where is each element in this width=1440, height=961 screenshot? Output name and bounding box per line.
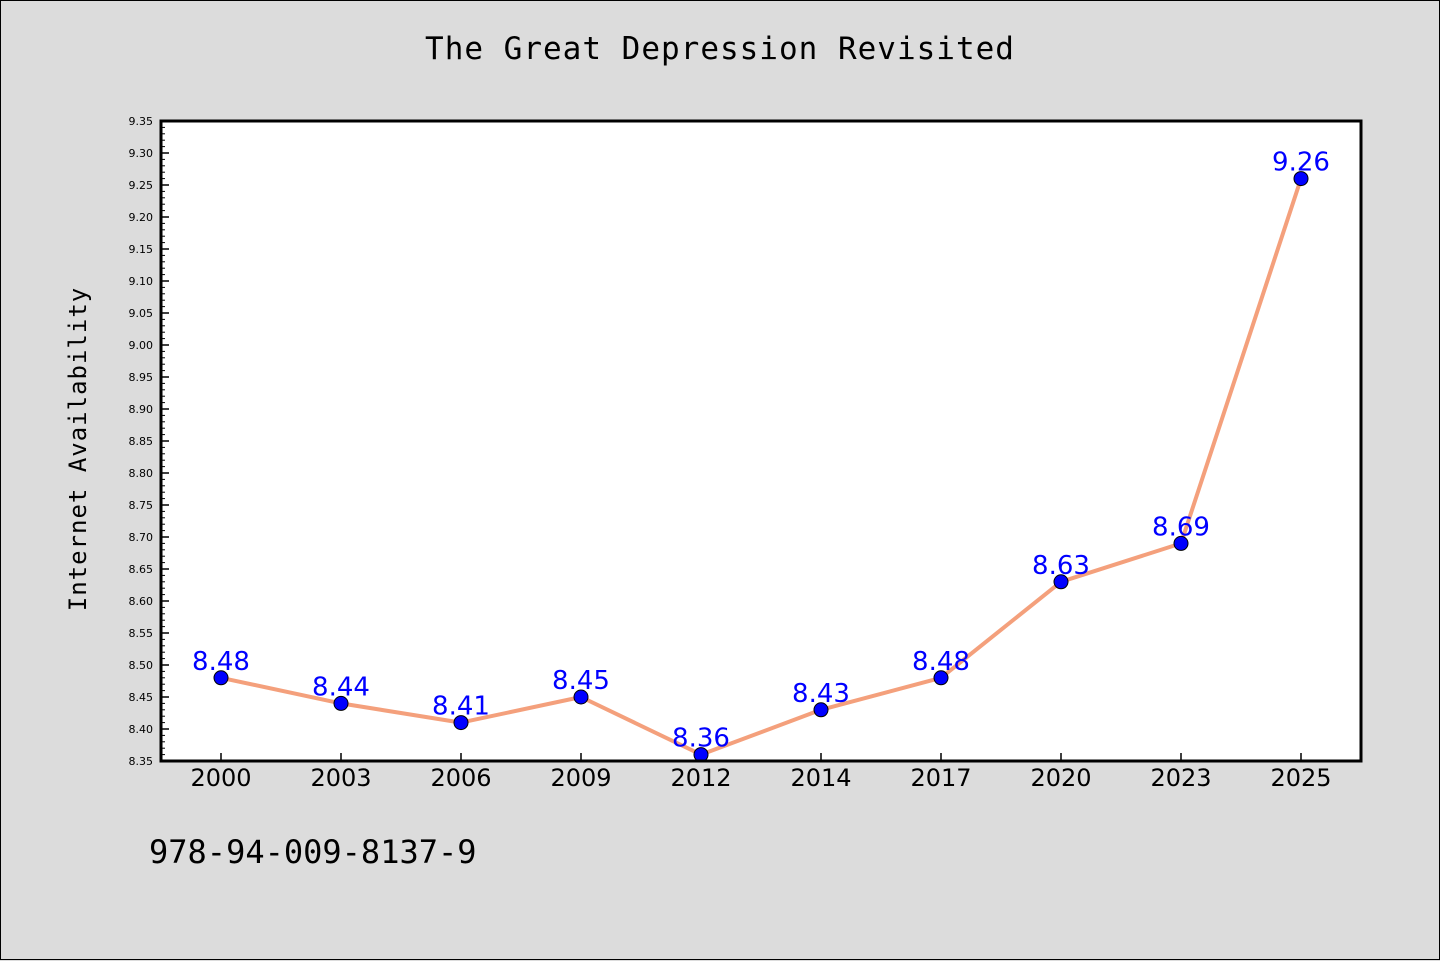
x-tick-label: 2003 (310, 764, 371, 792)
y-tick-label: 9.35 (129, 115, 154, 128)
y-tick-label: 9.00 (129, 339, 154, 352)
x-tick-label: 2000 (190, 764, 251, 792)
footer-code: 978-94-009-8137-9 (149, 833, 477, 871)
x-tick-label: 2025 (1270, 764, 1331, 792)
marker-group (213, 171, 1309, 763)
data-label: 8.41 (432, 692, 490, 722)
y-tick-label: 8.55 (129, 627, 154, 640)
y-tick-label: 8.35 (129, 755, 154, 768)
y-tick-label: 9.30 (129, 147, 154, 160)
data-label: 9.26 (1272, 148, 1330, 178)
x-tick-label: 2014 (790, 764, 851, 792)
chart-title: The Great Depression Revisited (425, 31, 1015, 67)
y-tick-label: 8.85 (129, 435, 154, 448)
data-label: 8.44 (312, 672, 370, 702)
y-tick-label: 8.40 (129, 723, 154, 736)
y-tick-label: 8.45 (129, 691, 154, 704)
data-label: 8.45 (552, 666, 610, 696)
y-tick-label: 8.60 (129, 595, 154, 608)
data-point (1053, 574, 1069, 590)
y-tick-label: 8.90 (129, 403, 154, 416)
y-tick-label: 8.95 (129, 371, 154, 384)
x-tick-label: 2017 (910, 764, 971, 792)
data-point (1293, 171, 1309, 187)
data-point (813, 702, 829, 718)
y-tick-label: 9.20 (129, 211, 154, 224)
data-point (933, 670, 949, 686)
series-line (220, 177, 1303, 757)
data-label: 8.63 (1032, 551, 1090, 581)
x-tick-label: 2012 (670, 764, 731, 792)
data-label: 8.48 (192, 647, 250, 677)
data-point (213, 670, 229, 686)
y-tick-label: 9.25 (129, 179, 154, 192)
x-tick-label: 2006 (430, 764, 491, 792)
y-tick-label: 8.75 (129, 499, 154, 512)
y-tick-label: 9.05 (129, 307, 154, 320)
data-point (333, 695, 349, 711)
data-point (453, 715, 469, 731)
data-point (1173, 535, 1189, 551)
data-label: 8.69 (1152, 512, 1210, 542)
data-label: 8.48 (912, 647, 970, 677)
y-tick-label: 8.80 (129, 467, 154, 480)
data-label-group: 8.48 8.44 8.41 8.45 8.36 8.43 8.48 8.63 8.69 9.26 (192, 148, 1330, 754)
data-point (573, 689, 589, 705)
y-tick-label: 8.70 (129, 531, 154, 544)
y-tick-label: 8.50 (129, 659, 154, 672)
x-axis: 2000 2003 2006 2009 2012 2014 2017 2020 2023 2025 (190, 753, 1332, 792)
y-tick-label: 9.10 (129, 275, 154, 288)
x-tick-label: 2009 (550, 764, 611, 792)
y-tick-label: 8.65 (129, 563, 154, 576)
y-tick-label: 9.15 (129, 243, 154, 256)
data-label: 8.43 (792, 679, 850, 709)
data-label: 8.36 (672, 724, 730, 754)
x-tick-label: 2023 (1150, 764, 1211, 792)
series-group (220, 177, 1303, 757)
plot-background (161, 121, 1361, 761)
x-tick-label: 2020 (1030, 764, 1091, 792)
plot-frame (159, 119, 1363, 763)
